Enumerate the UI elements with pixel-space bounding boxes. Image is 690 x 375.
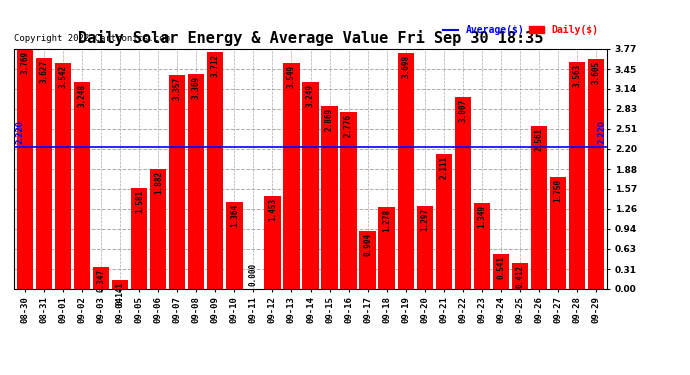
Text: 2.220: 2.220 bbox=[597, 120, 606, 144]
Text: 1.297: 1.297 bbox=[420, 208, 429, 231]
Text: 2.111: 2.111 bbox=[439, 156, 448, 179]
Text: 1.882: 1.882 bbox=[154, 171, 163, 194]
Text: 3.357: 3.357 bbox=[173, 77, 182, 100]
Bar bbox=[226, 202, 242, 289]
Bar bbox=[569, 62, 585, 289]
Text: 0.347: 0.347 bbox=[97, 268, 106, 292]
Text: 1.750: 1.750 bbox=[553, 179, 562, 203]
Text: 3.627: 3.627 bbox=[40, 60, 49, 83]
Bar bbox=[93, 267, 110, 289]
Bar bbox=[207, 53, 224, 289]
Bar bbox=[340, 112, 357, 289]
Text: 0.141: 0.141 bbox=[116, 282, 125, 305]
Bar bbox=[493, 254, 509, 289]
Bar bbox=[75, 82, 90, 289]
Bar bbox=[588, 59, 604, 289]
Bar bbox=[359, 231, 375, 289]
Text: 0.541: 0.541 bbox=[496, 256, 505, 279]
Bar bbox=[17, 49, 33, 289]
Bar bbox=[150, 169, 166, 289]
Bar bbox=[131, 188, 148, 289]
Text: 1.278: 1.278 bbox=[382, 209, 391, 232]
Text: 3.549: 3.549 bbox=[287, 65, 296, 88]
Bar bbox=[55, 63, 71, 289]
Text: 1.364: 1.364 bbox=[230, 204, 239, 227]
Bar bbox=[511, 262, 528, 289]
Text: 1.581: 1.581 bbox=[135, 190, 144, 213]
Text: 0.412: 0.412 bbox=[515, 264, 524, 288]
Text: 3.007: 3.007 bbox=[458, 99, 467, 122]
Legend: Average($), Daily($): Average($), Daily($) bbox=[440, 21, 602, 39]
Text: 3.542: 3.542 bbox=[59, 65, 68, 88]
Text: 3.769: 3.769 bbox=[21, 51, 30, 74]
Text: 3.698: 3.698 bbox=[401, 55, 410, 78]
Title: Daily Solar Energy & Average Value Fri Sep 30 18:35: Daily Solar Energy & Average Value Fri S… bbox=[78, 30, 543, 46]
Bar bbox=[397, 53, 414, 289]
Text: 2.220: 2.220 bbox=[15, 120, 24, 144]
Text: 0.904: 0.904 bbox=[363, 233, 372, 256]
Text: Copyright 2022 Cartronics.com: Copyright 2022 Cartronics.com bbox=[14, 34, 170, 44]
Bar bbox=[322, 106, 337, 289]
Text: 3.563: 3.563 bbox=[572, 64, 581, 87]
Text: 3.249: 3.249 bbox=[306, 84, 315, 107]
Bar bbox=[36, 58, 52, 289]
Bar bbox=[531, 126, 546, 289]
Bar bbox=[473, 203, 490, 289]
Bar bbox=[169, 75, 186, 289]
Text: 2.869: 2.869 bbox=[325, 108, 334, 131]
Bar bbox=[435, 154, 452, 289]
Text: 2.561: 2.561 bbox=[534, 128, 543, 151]
Bar bbox=[188, 74, 204, 289]
Text: 3.369: 3.369 bbox=[192, 76, 201, 99]
Text: 0.000: 0.000 bbox=[249, 262, 258, 286]
Bar bbox=[112, 280, 128, 289]
Text: 3.605: 3.605 bbox=[591, 61, 600, 84]
Text: 2.776: 2.776 bbox=[344, 114, 353, 137]
Bar bbox=[264, 196, 281, 289]
Text: 1.453: 1.453 bbox=[268, 198, 277, 221]
Bar bbox=[302, 82, 319, 289]
Text: 3.712: 3.712 bbox=[211, 54, 220, 78]
Bar bbox=[379, 207, 395, 289]
Bar bbox=[417, 206, 433, 289]
Bar bbox=[550, 177, 566, 289]
Text: 3.248: 3.248 bbox=[78, 84, 87, 107]
Bar bbox=[455, 98, 471, 289]
Bar bbox=[284, 63, 299, 289]
Text: 1.349: 1.349 bbox=[477, 205, 486, 228]
